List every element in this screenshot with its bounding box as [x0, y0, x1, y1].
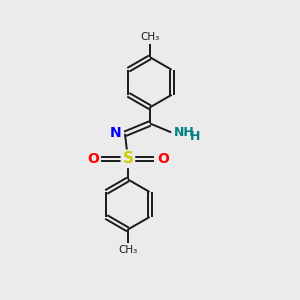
Text: O: O — [87, 152, 99, 166]
Text: CH₃: CH₃ — [118, 245, 137, 255]
Text: S: S — [122, 151, 134, 166]
Text: H: H — [190, 130, 200, 143]
Text: CH₃: CH₃ — [140, 32, 160, 42]
Text: NH: NH — [174, 126, 194, 139]
Text: N: N — [110, 126, 122, 140]
Text: O: O — [157, 152, 169, 166]
